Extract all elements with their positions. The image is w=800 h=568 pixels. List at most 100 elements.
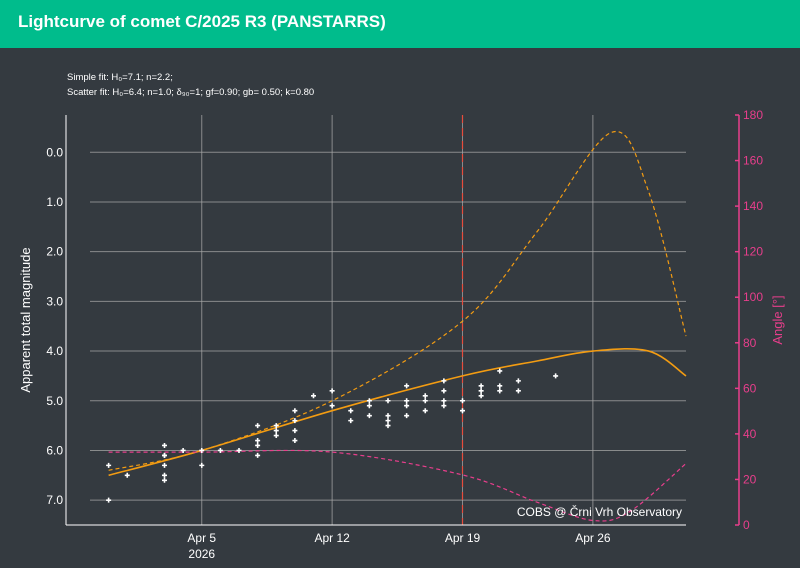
observation-point [404, 413, 410, 419]
observation-cross [478, 388, 484, 394]
observation-cross [348, 418, 354, 424]
observation-point [366, 413, 372, 419]
observation-point [553, 373, 559, 379]
y2-tick-label: 20 [743, 472, 757, 486]
observation-point [236, 447, 242, 453]
y-tick-label: 6.0 [46, 443, 63, 457]
observation-cross [348, 408, 354, 414]
series-layer [108, 115, 687, 525]
observation-cross [404, 403, 410, 409]
page-title: Lightcurve of comet C/2025 R3 (PANSTARRS… [18, 12, 386, 31]
observation-cross [460, 398, 465, 404]
observation-cross [404, 398, 410, 404]
observation-point [404, 398, 410, 404]
observation-point [329, 388, 335, 394]
observation-point [460, 408, 465, 414]
observation-cross [217, 447, 223, 453]
observation-cross [273, 433, 279, 439]
x-tick-sublabel: 2026 [188, 547, 215, 561]
observation-cross [292, 438, 298, 444]
observation-point [106, 462, 112, 468]
observation-point [329, 403, 335, 409]
observation-point [255, 452, 261, 458]
x-tick-label: Apr 12 [314, 531, 350, 545]
observation-point [273, 428, 279, 434]
observation-cross [162, 477, 167, 483]
y2-tick-label: 80 [743, 336, 757, 350]
observation-point [385, 418, 391, 424]
observation-point [441, 398, 447, 404]
y-tick-label: 4.0 [46, 344, 63, 358]
observation-point [255, 423, 261, 429]
y2-tick-label: 120 [743, 245, 763, 259]
app-header: Lightcurve of comet C/2025 R3 (PANSTARRS… [0, 0, 800, 48]
observation-cross [124, 472, 130, 478]
observation-point [478, 383, 484, 389]
observation-cross [162, 472, 167, 478]
observation-point [311, 393, 316, 399]
x-tick-label: Apr 19 [445, 531, 481, 545]
observation-point [404, 383, 410, 389]
observation-cross [255, 452, 261, 458]
observation-cross [515, 388, 521, 394]
x-tick-label: Apr 26 [575, 531, 611, 545]
observation-cross [515, 378, 521, 384]
observation-point [497, 368, 503, 374]
observation-cross [441, 388, 447, 394]
fit-note: Scatter fit: H₀=6.4; n=1.0; δ₉₀=1; gf=0.… [67, 87, 314, 98]
y2-tick-label: 140 [743, 199, 763, 213]
observation-point [497, 388, 503, 394]
observation-cross [255, 438, 261, 444]
observation-point [292, 418, 298, 424]
observation-point [292, 408, 298, 414]
observation-point [273, 433, 279, 439]
observation-cross [273, 428, 279, 434]
observation-point [292, 428, 298, 434]
observation-cross [292, 418, 298, 424]
observation-cross [329, 388, 335, 394]
observation-point [162, 462, 167, 468]
observation-cross [255, 442, 261, 448]
y2-axis-title: Angle [°] [770, 295, 785, 344]
observation-point [162, 452, 167, 458]
observation-point [255, 442, 261, 448]
y2-tick-label: 100 [743, 290, 763, 304]
observation-cross [385, 418, 391, 424]
observation-point [515, 378, 521, 384]
observation-cross [162, 462, 167, 468]
observation-cross [106, 497, 112, 503]
observation-point [515, 388, 521, 394]
observation-point [422, 408, 428, 414]
observation-point [404, 403, 410, 409]
observation-point [366, 403, 372, 409]
y-tick-label: 0.0 [46, 145, 63, 159]
grid-layer [90, 115, 686, 525]
observation-cross [162, 452, 167, 458]
observation-point [348, 408, 354, 414]
observation-cross [478, 393, 484, 399]
observation-point [292, 438, 298, 444]
observation-cross [366, 413, 372, 419]
observation-cross [404, 413, 410, 419]
observation-cross [441, 378, 447, 384]
observation-cross [497, 383, 503, 389]
observation-point [255, 438, 261, 444]
observations-layer [106, 368, 559, 503]
observation-cross [199, 447, 205, 453]
observation-cross [366, 403, 372, 409]
observation-cross [292, 428, 298, 434]
observation-cross [422, 393, 428, 399]
observation-cross [292, 408, 298, 414]
observation-cross [199, 462, 205, 468]
observation-point [199, 462, 205, 468]
simple-fit-line [108, 348, 687, 477]
observation-point [106, 497, 112, 503]
observation-cross [385, 423, 391, 429]
observation-cross [385, 398, 391, 404]
observation-cross [255, 423, 261, 429]
watermark: COBS @ Črni Vrh Observatory [517, 504, 682, 519]
observation-point [441, 388, 447, 394]
x-tick-label: Apr 5 [187, 531, 216, 545]
observation-point [273, 423, 279, 429]
y2-tick-label: 0 [743, 518, 750, 532]
